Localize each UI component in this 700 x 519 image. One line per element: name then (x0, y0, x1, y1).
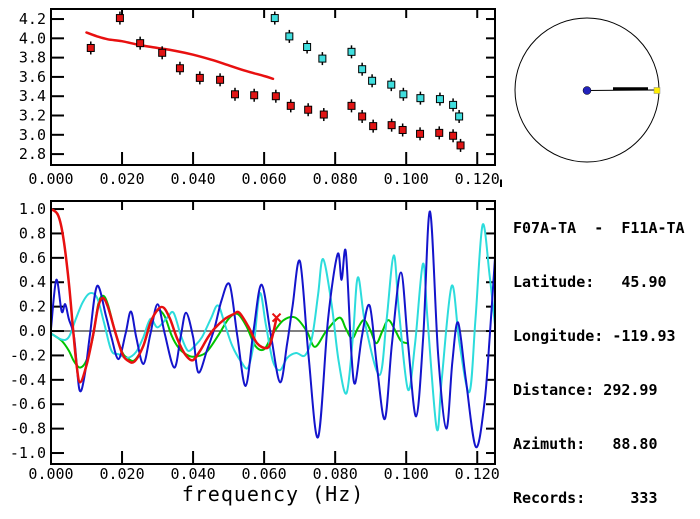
cyan-wave (52, 223, 494, 432)
y-tick-label: 3.8 (19, 49, 46, 67)
red-velocity-squares-marker (387, 121, 396, 130)
station-info-row-distance: Distance: 292.99 (513, 381, 658, 399)
red-velocity-squares-marker (456, 141, 465, 150)
red-velocity-squares-marker (86, 43, 95, 52)
cyan-velocity-squares-marker (387, 80, 396, 89)
bottom-plot-ticks: 0.000 0.020 0.040 0.060 0.080 0.100 0.120 1.0 0.… (10, 200, 500, 483)
x-tick-label: 0.040 (171, 170, 216, 188)
top-plot-frame (50, 8, 496, 166)
cyan-velocity-squares-marker (455, 112, 464, 121)
cyan-velocity-squares-marker (318, 54, 327, 63)
y-tick-label: 3.0 (19, 126, 46, 144)
blue-wave (52, 210, 494, 448)
bottom-plot-frame (50, 200, 496, 465)
x-tick-label: 0.000 (28, 170, 73, 188)
y-tick-label: -0.2 (10, 346, 46, 364)
x-tick-label: 0.000 (28, 465, 73, 483)
y-tick-label: -0.6 (10, 395, 46, 413)
cyan-velocity-squares-marker (416, 94, 425, 103)
cyan-velocity-squares-marker (358, 65, 367, 74)
y-tick-label: 4.0 (19, 29, 46, 47)
cyan-wave-path (52, 223, 494, 432)
station-info-row-longitude: Longitude: -119.93 (513, 327, 676, 345)
x-tick-label: 0.040 (171, 465, 216, 483)
red-model-curve (85, 31, 275, 81)
center-station-dot (582, 86, 592, 95)
red-velocity-squares-marker (271, 92, 280, 101)
red-velocity-squares-marker (369, 122, 378, 131)
red-velocity-squares-marker (347, 101, 356, 110)
y-tick-label: 0.6 (19, 249, 46, 267)
cyan-velocity-squares-marker (270, 14, 279, 23)
red-velocity-squares-marker (319, 110, 328, 119)
pair-station-dot (653, 87, 661, 94)
red-wave (52, 208, 282, 384)
y-tick-label: 3.2 (19, 107, 46, 125)
x-tick-label: 0.120 (455, 465, 500, 483)
station-info-row-azimuth: Azimuth: 88.80 (513, 435, 658, 453)
red-velocity-squares-marker (398, 125, 407, 134)
cyan-velocity-squares-marker (285, 32, 294, 41)
station-pair-title: F07A-TA - F11A-TA (513, 219, 685, 237)
x-tick-label: 0.100 (384, 465, 429, 483)
x-tick-label: 0.060 (242, 465, 287, 483)
red-velocity-squares-marker (304, 105, 313, 114)
x-tick-label: 0.020 (99, 170, 144, 188)
cyan-velocity-squares-marker (449, 100, 458, 109)
y-tick-label: 3.6 (19, 68, 46, 86)
red-velocity-squares-marker (435, 128, 444, 137)
red-velocity-squares-marker (416, 129, 425, 138)
red-velocity-squares-marker (358, 112, 367, 121)
red-velocity-squares-marker (195, 73, 204, 82)
x-axis-label: frequency (Hz) (182, 482, 365, 506)
x-tick-label: 0.120 (455, 170, 500, 188)
y-tick-label: 0.0 (19, 322, 46, 340)
y-tick-label: -1.0 (10, 444, 46, 462)
y-tick-label: 2.8 (19, 145, 46, 163)
x-tick-label: 0.080 (313, 465, 358, 483)
y-tick-label: 1.0 (19, 200, 46, 218)
y-tick-label: -0.4 (10, 371, 46, 389)
red-velocity-squares-marker (216, 75, 225, 84)
y-tick-label: -0.8 (10, 420, 46, 438)
x-tick-label: 0.080 (313, 170, 358, 188)
cyan-velocity-squares-marker (435, 95, 444, 104)
red-velocity-squares-marker (230, 90, 239, 99)
red-wave-path (52, 208, 278, 384)
x-tick-label: 0.060 (242, 170, 287, 188)
cyan-velocity-squares (270, 11, 464, 123)
cyan-velocity-squares-marker (399, 90, 408, 99)
cyan-velocity-squares-marker (368, 76, 377, 85)
top-plot-ticks: 0.000 0.020 0.040 0.060 0.080 0.100 0.1202.83.… (19, 10, 500, 188)
cyan-velocity-squares-marker (303, 43, 312, 52)
azimuth-circle-panel (500, 17, 661, 187)
top-plot: 0.000 0.020 0.040 0.060 0.080 0.100 0.1202.83.… (19, 8, 500, 188)
red-velocity-squares-marker (136, 39, 145, 48)
y-tick-label: 0.4 (19, 273, 46, 291)
cyan-velocity-squares-marker (347, 47, 356, 56)
red-velocity-squares (86, 11, 465, 152)
red-model-curve-path (85, 31, 275, 81)
red-velocity-squares-marker (158, 48, 167, 57)
red-velocity-squares-marker (115, 14, 124, 23)
x-tick-label: 0.020 (99, 465, 144, 483)
red-velocity-squares-marker (449, 131, 458, 140)
x-tick-label: 0.100 (384, 170, 429, 188)
station-info-row-records: Records: 333 (513, 489, 658, 507)
y-tick-label: 4.2 (19, 10, 46, 28)
station-info-row-latitude: Latitude: 45.90 (513, 273, 667, 291)
y-tick-label: 3.4 (19, 87, 46, 105)
station-info-panel: F07A-TA - F11A-TA Latitude: 45.90 Longit… (513, 183, 685, 519)
red-velocity-squares-marker (286, 101, 295, 110)
y-tick-label: 0.8 (19, 224, 46, 242)
bottom-plot: 0.000 0.020 0.040 0.060 0.080 0.100 0.120 1.0 0.… (10, 200, 500, 506)
red-velocity-squares-marker (175, 64, 184, 73)
y-tick-label: 0.2 (19, 298, 46, 316)
red-velocity-squares-marker (250, 91, 259, 100)
blue-wave-path (52, 210, 494, 448)
